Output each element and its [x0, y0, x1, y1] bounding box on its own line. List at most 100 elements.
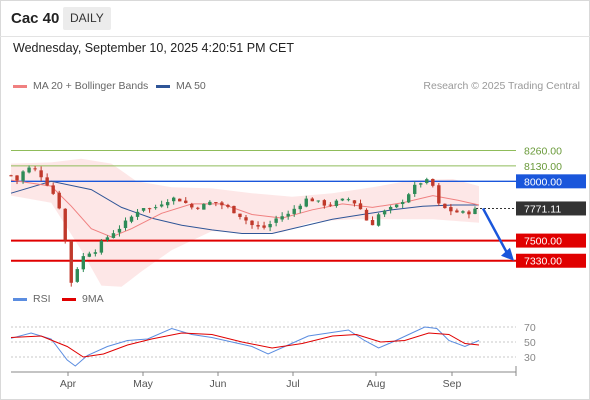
- level-label-support: 7500.00: [524, 236, 562, 248]
- candle-body: [178, 198, 182, 202]
- x-tick-label: Aug: [367, 378, 386, 390]
- candle-body: [15, 175, 19, 181]
- candle-body: [147, 208, 152, 210]
- level-label-support: 7330.00: [524, 256, 562, 268]
- rsi-tick-label: 30: [524, 352, 536, 364]
- candle-body: [256, 225, 260, 227]
- candle-body: [93, 252, 98, 254]
- candle-body: [328, 204, 333, 206]
- candle-body: [232, 205, 236, 214]
- candle-body: [39, 170, 43, 178]
- candle-body: [400, 202, 405, 205]
- candle-body: [135, 211, 140, 217]
- candle-body: [208, 201, 212, 205]
- candle-body: [394, 204, 399, 208]
- candle-body: [87, 253, 92, 257]
- candle-body: [473, 208, 477, 215]
- candle-body: [268, 224, 272, 228]
- bollinger-band: [11, 158, 479, 287]
- rsi-swatch: [13, 297, 27, 301]
- candle-body: [226, 204, 230, 207]
- level-label-resistance: 8130.00: [524, 161, 562, 173]
- candle-body: [238, 213, 242, 217]
- rsi-tick-label: 50: [524, 337, 536, 349]
- candle-body: [425, 179, 429, 184]
- candle-body: [111, 233, 116, 238]
- candle-body: [340, 198, 345, 201]
- candle-body: [81, 256, 86, 270]
- candle-body: [105, 237, 110, 241]
- ma50-label: MA 50: [176, 80, 206, 92]
- candle-body: [184, 200, 188, 203]
- x-tick-label: Jun: [210, 378, 227, 390]
- candle-body: [75, 269, 79, 282]
- trend-arrow-head: [501, 247, 514, 261]
- candle-body: [21, 171, 25, 181]
- legend-rsi-ma: 9MA: [62, 293, 104, 305]
- candle-body: [413, 184, 417, 194]
- timestamp: Wednesday, September 10, 2025 4:20:51 PM…: [13, 41, 294, 55]
- candle-body: [431, 178, 435, 186]
- candle-body: [262, 225, 266, 228]
- period-selector[interactable]: DAILY: [63, 7, 111, 30]
- rsi-line: [10, 326, 480, 367]
- level-label-resistance: 8260.00: [524, 146, 562, 158]
- candle-body: [467, 211, 471, 215]
- candle-body: [322, 200, 327, 206]
- candle-body: [190, 204, 194, 208]
- level-label-pivot: 8000.00: [524, 176, 562, 188]
- legend-rsi: RSI: [13, 293, 51, 305]
- candle-body: [27, 167, 31, 173]
- candle-body: [443, 203, 447, 209]
- candle-body: [419, 183, 423, 185]
- candle-body: [9, 175, 13, 177]
- candle-body: [461, 211, 465, 213]
- candle-body: [45, 177, 49, 186]
- level-tag-pivot: [516, 174, 586, 189]
- candle-body: [382, 210, 387, 215]
- candle-body: [51, 185, 55, 194]
- candle-body: [117, 228, 122, 233]
- level-tag-support: [516, 253, 586, 268]
- candle-body: [214, 202, 218, 204]
- candle-body: [286, 213, 290, 217]
- candle-body: [298, 205, 302, 210]
- candle-body: [376, 214, 381, 226]
- rsi-tick-label: 70: [524, 322, 536, 334]
- candle-body: [310, 198, 314, 202]
- candle-body: [220, 202, 224, 206]
- candle-body: [358, 203, 363, 210]
- candle-body: [159, 204, 164, 207]
- legend-ma20: MA 20 + Bollinger Bands: [13, 80, 148, 92]
- candle-body: [334, 200, 339, 207]
- candle-body: [165, 202, 170, 206]
- candle-body: [316, 200, 321, 202]
- candle-body: [364, 209, 369, 221]
- candle-body: [123, 220, 128, 229]
- ma50-line: [10, 180, 479, 234]
- candle-body: [69, 240, 73, 283]
- candle-body: [141, 208, 146, 211]
- candle-body: [202, 203, 206, 210]
- candle-body: [455, 210, 459, 213]
- candle-body: [250, 220, 254, 226]
- candle-body: [406, 194, 411, 203]
- ma20-swatch: [13, 84, 27, 88]
- x-tick-label: Jul: [286, 378, 299, 390]
- candle-body: [352, 200, 357, 204]
- candle-body: [370, 219, 375, 226]
- candle-body: [280, 216, 284, 220]
- candle-body: [274, 218, 278, 223]
- header-bar: Cac 40 DAILY: [0, 0, 590, 37]
- candle-body: [388, 206, 393, 210]
- trend-arrow-shaft: [481, 207, 510, 256]
- rsi-ma-label: 9MA: [82, 293, 104, 305]
- level-label-last: 7771.11: [524, 203, 561, 215]
- candle-body: [57, 192, 61, 209]
- candle-body: [153, 207, 158, 209]
- candle-body: [292, 208, 296, 214]
- x-tick-label: Apr: [60, 378, 77, 390]
- rsi-ma-swatch: [62, 297, 76, 301]
- candle-body: [33, 168, 37, 170]
